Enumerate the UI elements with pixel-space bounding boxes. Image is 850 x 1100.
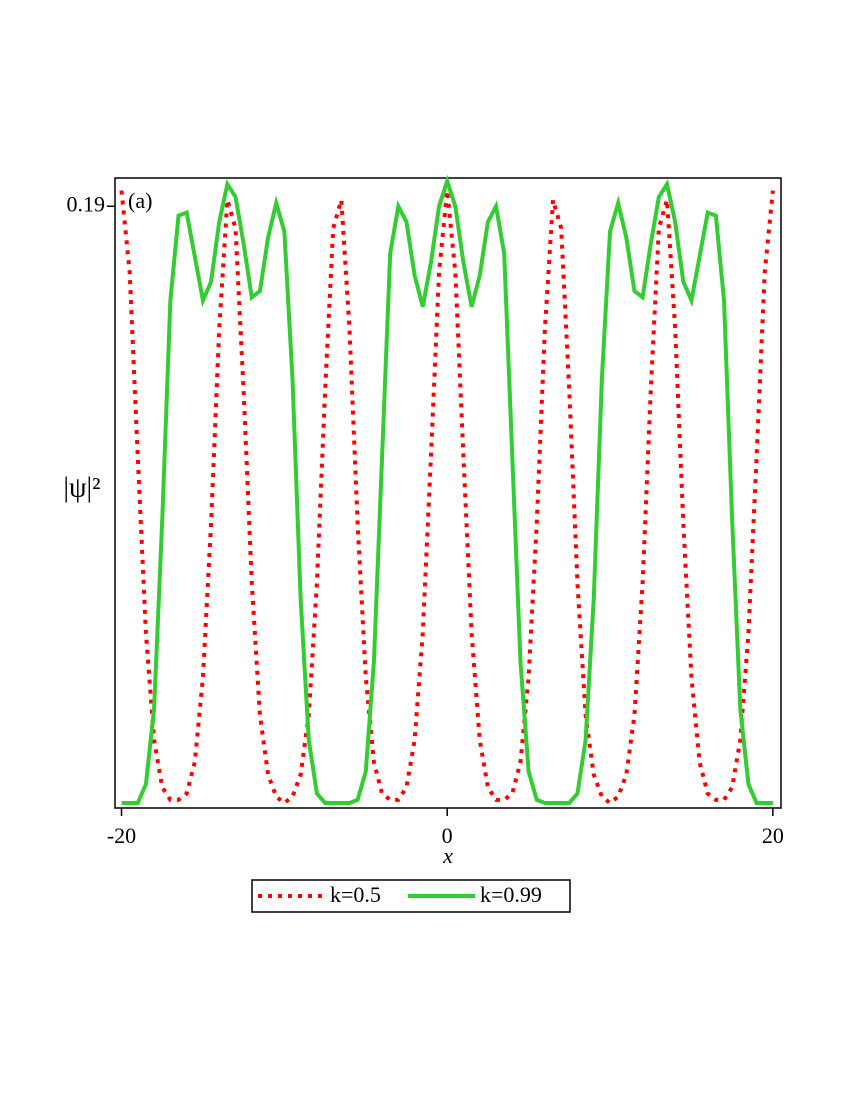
legend-label: k=0.5	[330, 882, 381, 907]
series-line	[121, 174, 773, 805]
x-tick-label: 0	[442, 823, 453, 848]
annotation: (a)	[128, 188, 152, 213]
x-axis-label: x	[442, 843, 453, 868]
x-tick-label: 20	[762, 823, 784, 848]
x-tick-label: -20	[107, 823, 136, 848]
legend-label: k=0.99	[480, 882, 542, 907]
y-axis-label: |ψ|²	[63, 472, 100, 503]
series-line	[119, 190, 775, 806]
y-tick-label: 0.19	[67, 191, 106, 216]
